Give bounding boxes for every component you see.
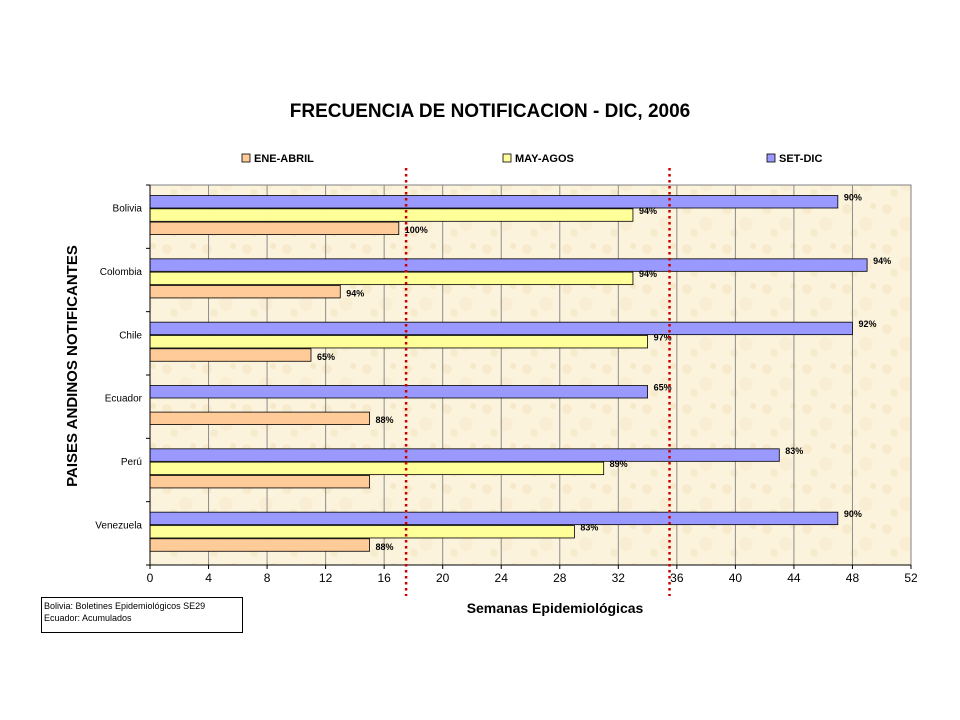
- legend-entry: ENE-ABRIL: [254, 153, 314, 165]
- bar-set-dic-perú: [149, 448, 780, 462]
- data-label: 83%: [580, 522, 598, 532]
- bar-may-agos-chile: [149, 335, 648, 349]
- data-label: 65%: [317, 352, 335, 362]
- bar-set-dic-colombia: [149, 258, 868, 272]
- data-label: 88%: [376, 415, 394, 425]
- axes: 0 4 8 12 16 20 24 28 32 36 40 44 48 52BoliviaColombia…: [95, 184, 918, 585]
- x-tick-label: 32: [612, 571, 626, 585]
- data-label: 94%: [639, 206, 657, 216]
- bar-set-dic-venezuela: [149, 511, 839, 526]
- bar-may-agos-venezuela: [149, 525, 575, 539]
- data-label: 94%: [346, 288, 364, 298]
- category-label: Ecuador: [105, 394, 143, 405]
- data-label: 89%: [610, 459, 628, 469]
- legend: ENE-ABRIL MAY-AGOS SET-DIC: [241, 153, 822, 165]
- bars: 90% 94% 100% 94% 94% 94% 92% 97% 65% 65% 88% 83% 89%…: [149, 193, 891, 552]
- x-tick-label: 52: [904, 571, 918, 585]
- note-line: Ecuador: Acumulados: [44, 613, 132, 623]
- bar-ene-abril-ecuador: [149, 411, 370, 426]
- x-tick-label: 20: [436, 571, 450, 585]
- bar-may-agos-colombia: [149, 271, 634, 286]
- bar-ene-abril-bolivia: [149, 221, 400, 236]
- category-label: Colombia: [100, 267, 143, 278]
- data-label: 94%: [873, 256, 891, 266]
- x-tick-label: 40: [729, 571, 743, 585]
- x-tick-label: 4: [205, 571, 212, 585]
- bar-set-dic-bolivia: [149, 195, 839, 209]
- x-tick-label: 48: [846, 571, 860, 585]
- gridlines: [208, 185, 853, 565]
- data-label: 92%: [858, 319, 876, 329]
- legend-entry: SET-DIC: [779, 153, 822, 165]
- data-label: 100%: [405, 225, 428, 235]
- category-label: Chile: [119, 330, 142, 341]
- bar-ene-abril-chile: [149, 348, 312, 362]
- data-label: 65%: [654, 383, 672, 393]
- x-tick-label: 16: [377, 571, 391, 585]
- category-label: Bolivia: [113, 204, 143, 215]
- data-label: 83%: [785, 446, 803, 456]
- y-axis-label: PAISES ANDINOS NOTIFICANTES: [64, 245, 81, 487]
- chart-title: FRECUENCIA DE NOTIFICACION - DIC, 2006: [290, 101, 690, 122]
- x-tick-label: 12: [319, 571, 333, 585]
- bar-ene-abril-perú: [149, 475, 370, 489]
- legend-entry: MAY-AGOS: [515, 153, 574, 165]
- x-tick-label: 8: [264, 571, 271, 585]
- data-label: 90%: [844, 509, 862, 519]
- x-tick-label: 44: [787, 571, 801, 585]
- bar-may-agos-perú: [149, 461, 605, 476]
- note-line: Bolivia: Boletines Epidemiológicos SE29: [44, 601, 206, 611]
- data-label: 90%: [844, 193, 862, 203]
- x-tick-label: 28: [553, 571, 567, 585]
- bar-ene-abril-venezuela: [149, 538, 370, 552]
- category-label: Perú: [121, 457, 142, 468]
- x-tick-label: 24: [495, 571, 509, 585]
- bar-set-dic-ecuador: [149, 385, 648, 399]
- source-notes: Bolivia: Boletines Epidemiológicos SE29 …: [41, 597, 243, 633]
- data-label: 88%: [376, 542, 394, 552]
- legend-swatch: [766, 153, 776, 163]
- bar-ene-abril-colombia: [149, 285, 341, 299]
- category-label: Venezuela: [95, 520, 142, 531]
- legend-swatch: [502, 153, 512, 163]
- x-tick-label: 36: [670, 571, 684, 585]
- x-axis-label: Semanas Epidemiológicas: [467, 600, 644, 616]
- plot-area: [149, 184, 912, 566]
- data-label: 97%: [654, 332, 672, 342]
- x-tick-label: 0: [147, 571, 154, 585]
- bar-may-agos-bolivia: [149, 208, 634, 222]
- data-label: 94%: [639, 269, 657, 279]
- legend-swatch: [241, 153, 251, 163]
- bar-set-dic-chile: [149, 321, 853, 336]
